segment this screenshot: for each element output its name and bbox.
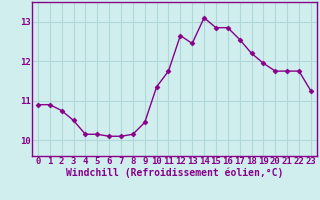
X-axis label: Windchill (Refroidissement éolien,°C): Windchill (Refroidissement éolien,°C)	[66, 168, 283, 178]
